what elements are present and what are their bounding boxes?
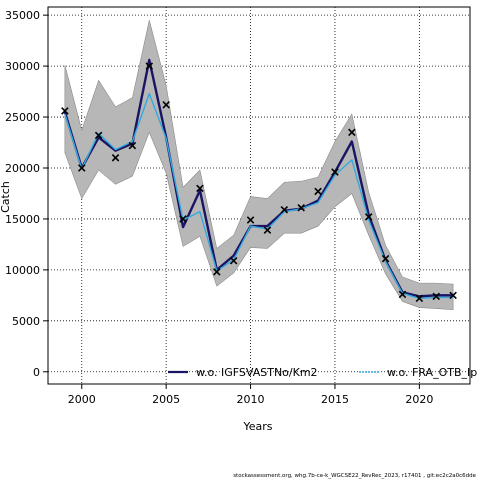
observed-point	[145, 62, 154, 70]
x-tick-label: 2005	[152, 393, 180, 406]
x-tick-label: 2015	[321, 393, 349, 406]
y-tick-label: 25000	[5, 111, 40, 124]
observed-point	[314, 187, 322, 196]
y-tick-label: 35000	[5, 9, 40, 22]
y-axis-title: Catch	[0, 181, 12, 213]
legend: w.o. IGFSVASTNo/Km2 w.o. FRA_OTB_Ip	[168, 366, 477, 379]
grid-lines	[48, 7, 470, 384]
observed-point	[246, 216, 255, 224]
observed-point	[128, 141, 137, 150]
x-tick-label: 2020	[405, 393, 433, 406]
observed-point	[61, 107, 69, 115]
observed-point	[364, 213, 373, 221]
plot-frame	[47, 6, 471, 385]
y-tick-label: 0	[33, 366, 40, 379]
y-tick-label: 30000	[5, 60, 40, 73]
x-axis: 2000 2005 2010 2015 2020	[68, 384, 433, 406]
y-tick-label: 10000	[5, 264, 40, 277]
observed-point	[297, 203, 305, 212]
confidence-band	[64, 20, 454, 310]
y-tick-label: 5000	[12, 315, 40, 328]
footer-provenance: stockassessment.org, whg.7b-ce-k_WGCSE22…	[233, 473, 476, 479]
observed-points	[61, 62, 457, 303]
observed-point	[229, 256, 238, 265]
observed-point	[94, 131, 103, 140]
observed-point	[449, 291, 457, 300]
legend-label-series-0: w.o. IGFSVASTNo/Km2	[196, 366, 318, 379]
observed-point	[280, 205, 289, 214]
legend-label-series-1: w.o. FRA_OTB_Ip	[387, 366, 477, 379]
observed-point	[348, 128, 356, 137]
y-axis: 0 5000 10000 15000 20000 25000 30000 35000	[5, 9, 48, 379]
observed-point	[77, 164, 86, 172]
observed-point	[398, 290, 407, 299]
observed-point	[381, 254, 390, 263]
x-tick-label: 2000	[68, 393, 96, 406]
observed-point	[331, 168, 339, 176]
observed-point	[162, 101, 170, 109]
observed-point	[432, 292, 441, 301]
observed-point	[196, 184, 204, 193]
observed-point	[415, 294, 424, 303]
observed-point	[111, 154, 120, 162]
observed-point	[179, 215, 187, 223]
observed-point	[213, 268, 221, 276]
x-axis-title: Years	[242, 420, 272, 433]
y-tick-label: 20000	[5, 162, 40, 175]
x-tick-label: 2010	[237, 393, 265, 406]
y-tick-label: 15000	[5, 213, 40, 226]
observed-point	[263, 226, 272, 234]
